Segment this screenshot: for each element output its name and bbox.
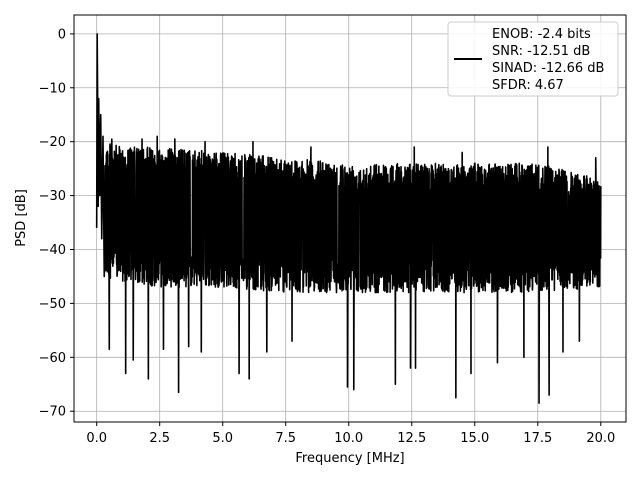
x-tick-label: 15.0	[460, 431, 489, 446]
legend-line-sfdr: SFDR: 4.67	[492, 78, 564, 93]
legend-line-enob: ENOB: -2.4 bits	[492, 27, 591, 42]
legend-line-sinad: SINAD: -12.66 dB	[492, 61, 604, 76]
y-tick-label: −30	[39, 189, 66, 204]
x-axis-label: Frequency [MHz]	[295, 451, 404, 466]
x-tick-label: 12.5	[397, 431, 426, 446]
legend-box	[447, 21, 619, 97]
y-axis-label: PSD [dB]	[14, 189, 29, 247]
y-tick-label: −40	[39, 243, 66, 258]
y-tick-label: −50	[39, 297, 66, 312]
y-axis-ticks: 0 −10 −20 −30 −40 −50 −60 −70	[39, 27, 74, 420]
x-tick-label: 2.5	[149, 431, 170, 446]
x-tick-label: 7.5	[275, 431, 296, 446]
legend-line-snr: SNR: -12.51 dB	[492, 44, 590, 59]
y-tick-label: −10	[39, 81, 66, 96]
x-tick-label: 17.5	[523, 431, 552, 446]
x-tick-label: 10.0	[334, 431, 363, 446]
plot-frame	[73, 14, 627, 423]
x-tick-label: 20.0	[586, 431, 615, 446]
psd-series-line	[95, 33, 602, 404]
y-tick-label: 0	[58, 27, 66, 42]
y-tick-label: −20	[39, 135, 66, 150]
series-layer	[95, 33, 602, 404]
legend: ENOB: -2.4 bits SNR: -12.51 dB SINAD: -1…	[447, 21, 619, 97]
x-tick-label: 0.0	[86, 431, 107, 446]
x-axis-ticks: 0.0 2.5 5.0 7.5 10.0 12.5 15.0 17.5 20.0	[86, 422, 615, 446]
y-tick-label: −60	[39, 351, 66, 366]
y-tick-label: −70	[39, 405, 66, 420]
x-tick-label: 5.0	[212, 431, 233, 446]
